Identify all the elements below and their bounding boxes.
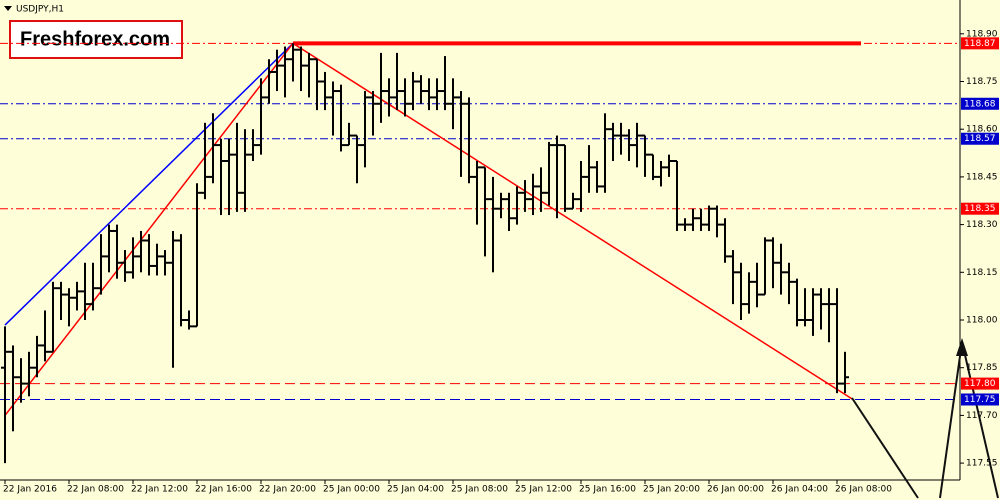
x-tick-label: 22 Jan 2016 bbox=[3, 485, 57, 495]
forecast-arrow bbox=[851, 397, 919, 499]
arrow-head bbox=[956, 338, 968, 356]
x-tick-label: 22 Jan 20:00 bbox=[259, 485, 316, 495]
y-tick-label: 118.75 bbox=[966, 77, 998, 87]
x-tick-label: 25 Jan 20:00 bbox=[643, 485, 700, 495]
x-tick-label: 26 Jan 04:00 bbox=[771, 485, 828, 495]
level-tag bbox=[961, 97, 999, 110]
level-label: 118.57 bbox=[964, 134, 996, 144]
level-label: 117.75 bbox=[964, 395, 996, 405]
x-tick-label: 22 Jan 12:00 bbox=[131, 485, 188, 495]
y-tick-label: 118.30 bbox=[966, 220, 998, 230]
level-label: 118.87 bbox=[964, 39, 996, 49]
x-tick-label: 25 Jan 16:00 bbox=[579, 485, 636, 495]
y-tick-label: 118.45 bbox=[966, 172, 998, 182]
menu-arrow bbox=[4, 6, 12, 11]
y-tick-label: 117.85 bbox=[966, 363, 998, 373]
level-label: 118.35 bbox=[964, 204, 996, 214]
x-tick-label: 22 Jan 08:00 bbox=[67, 485, 124, 495]
x-tick-label: 22 Jan 16:00 bbox=[195, 485, 252, 495]
y-tick-label: 118.00 bbox=[966, 316, 998, 326]
level-label: 117.80 bbox=[964, 379, 996, 389]
level-tag bbox=[961, 393, 999, 406]
x-tick-label: 26 Jan 00:00 bbox=[707, 485, 764, 495]
x-tick-label: 25 Jan 12:00 bbox=[515, 485, 572, 495]
y-tick-label: 118.60 bbox=[966, 125, 998, 135]
x-tick-label: 25 Jan 08:00 bbox=[451, 485, 508, 495]
y-tick-label: 117.55 bbox=[966, 459, 998, 469]
chart-title: USDJPY,H1 bbox=[16, 5, 64, 15]
level-tag bbox=[961, 37, 999, 50]
logo-box bbox=[9, 20, 183, 59]
trend-line bbox=[4, 42, 294, 326]
level-tag bbox=[961, 202, 999, 215]
x-tick-label: 26 Jan 08:00 bbox=[835, 485, 892, 495]
level-tag bbox=[961, 377, 999, 390]
level-tag bbox=[961, 132, 999, 145]
x-tick-label: 25 Jan 00:00 bbox=[323, 485, 380, 495]
logo: Freshforex.com bbox=[20, 28, 170, 50]
y-tick-label: 117.70 bbox=[966, 411, 998, 421]
x-tick-label: 25 Jan 04:00 bbox=[387, 485, 444, 495]
y-tick-label: 118.15 bbox=[966, 268, 998, 278]
level-label: 118.68 bbox=[964, 99, 996, 109]
y-tick-label: 118.90 bbox=[966, 29, 998, 39]
